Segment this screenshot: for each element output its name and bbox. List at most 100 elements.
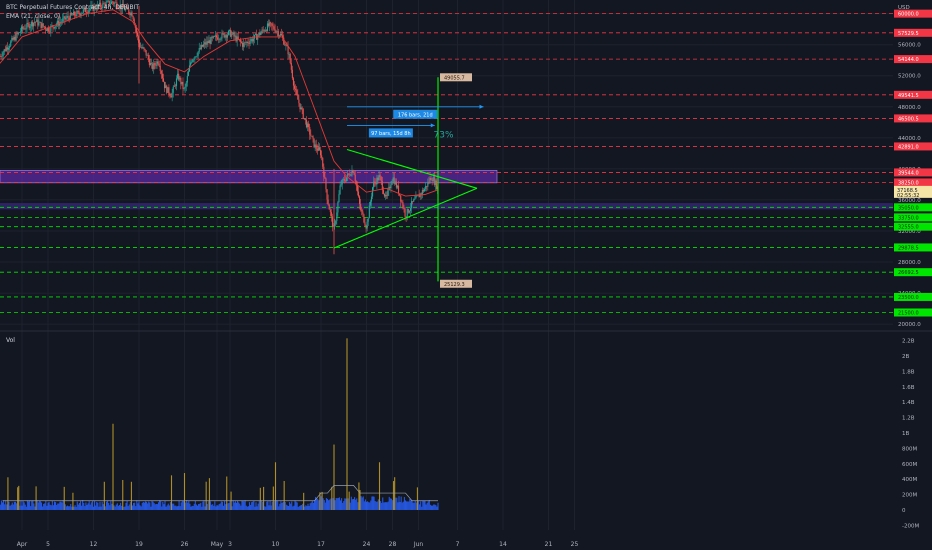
candle-body — [181, 81, 183, 85]
candle-body — [277, 31, 279, 36]
candle-body — [283, 37, 285, 45]
candle-body — [158, 63, 160, 66]
candle-body — [177, 73, 179, 79]
volume-bar — [356, 498, 358, 510]
measure-label: 97 bars, 15d 8h — [371, 131, 411, 137]
candle-body — [242, 42, 244, 47]
candle-body — [247, 41, 249, 44]
candle-body — [207, 41, 209, 44]
volume-bar — [409, 498, 411, 510]
candle-body — [12, 37, 14, 40]
resistance-label: 54144.0 — [898, 57, 919, 63]
candle-body — [126, 7, 128, 9]
volume-bar — [358, 482, 360, 510]
volume-bar — [252, 501, 254, 510]
volume-bar — [365, 501, 368, 510]
volume-bar — [256, 506, 258, 510]
volume-bar — [294, 500, 296, 510]
triangle-upper-line — [346, 148, 478, 189]
volume-bar — [185, 502, 187, 510]
volume-bar — [134, 502, 136, 510]
candle-body — [281, 34, 283, 36]
volume-bar — [191, 505, 193, 510]
candle-body — [333, 225, 335, 227]
volume-bar — [425, 504, 427, 510]
volume-bar — [108, 503, 110, 510]
candle-body — [329, 209, 331, 213]
candle-body — [334, 223, 336, 226]
candle-body — [4, 49, 6, 51]
volume-bar — [367, 501, 369, 510]
candle-body — [131, 12, 133, 17]
candle-body — [404, 209, 406, 217]
volume-bar — [166, 505, 168, 510]
candle-body — [421, 189, 423, 195]
volume-bar — [87, 503, 89, 510]
resistance-label: 60000.0 — [898, 12, 919, 18]
triangle-lower-line — [333, 187, 478, 249]
volume-bar — [245, 505, 247, 510]
resistance-tag — [894, 142, 932, 151]
volume-bar — [192, 506, 194, 510]
candle-body — [386, 194, 388, 196]
x-tick-label: 10 — [272, 541, 280, 548]
volume-bar — [25, 506, 27, 510]
volume-bar — [375, 501, 377, 510]
candle-body — [70, 12, 72, 15]
x-tick-label: 19 — [135, 541, 143, 548]
candle-body — [363, 214, 365, 223]
candle-body — [35, 21, 37, 23]
volume-bar — [198, 504, 200, 510]
candle-body — [3, 49, 5, 53]
candle-body — [389, 186, 391, 189]
volume-bar — [311, 500, 313, 510]
candle-body — [103, 3, 105, 4]
candle-body — [350, 175, 352, 176]
volume-bar — [378, 462, 381, 510]
volume-bar — [289, 502, 291, 510]
volume-bar — [10, 504, 12, 510]
volume-bar — [342, 502, 344, 510]
candle-body — [339, 185, 341, 195]
candle-body — [390, 184, 392, 189]
resistance-label: 39544.0 — [898, 170, 919, 176]
volume-bar — [128, 504, 130, 510]
candle-body — [330, 212, 332, 217]
candle-body — [88, 10, 90, 13]
volume-bar — [160, 500, 162, 510]
volume-bar — [372, 496, 374, 510]
candle-body — [403, 207, 405, 210]
candle-body — [118, 8, 120, 10]
candle-body — [374, 181, 376, 183]
resistance-tag — [894, 9, 932, 18]
candle-body — [161, 73, 163, 79]
volume-bar — [330, 498, 332, 510]
volume-bar — [95, 505, 97, 510]
chart-symbol: BTC Perpetual Futures Contract, 4h, DERI… — [6, 4, 139, 11]
candle-body — [274, 29, 276, 32]
volume-bar — [85, 502, 87, 510]
candle-body — [340, 184, 342, 186]
volume-bar — [253, 500, 255, 510]
candle-body — [373, 181, 375, 188]
volume-bar — [193, 503, 195, 510]
candle-body — [237, 36, 239, 40]
volume-bar — [319, 492, 321, 510]
volume-bar — [408, 501, 410, 510]
volume-bar — [339, 500, 342, 510]
current-price-tag — [894, 185, 932, 198]
volume-bar — [385, 502, 387, 510]
volume-bar — [433, 504, 435, 510]
candle-body — [76, 10, 78, 17]
volume-bar — [57, 503, 59, 510]
volume-tick-label: 400M — [902, 477, 917, 483]
volume-bar — [280, 501, 282, 510]
candle-body — [204, 42, 206, 45]
candle-body — [252, 38, 254, 42]
price-tick-label: 36000.0 — [898, 198, 921, 204]
volume-bar — [345, 498, 347, 510]
volume-bar — [259, 487, 261, 510]
volume-bar — [360, 496, 362, 510]
volume-bar — [240, 505, 242, 510]
volume-bar — [363, 501, 365, 510]
